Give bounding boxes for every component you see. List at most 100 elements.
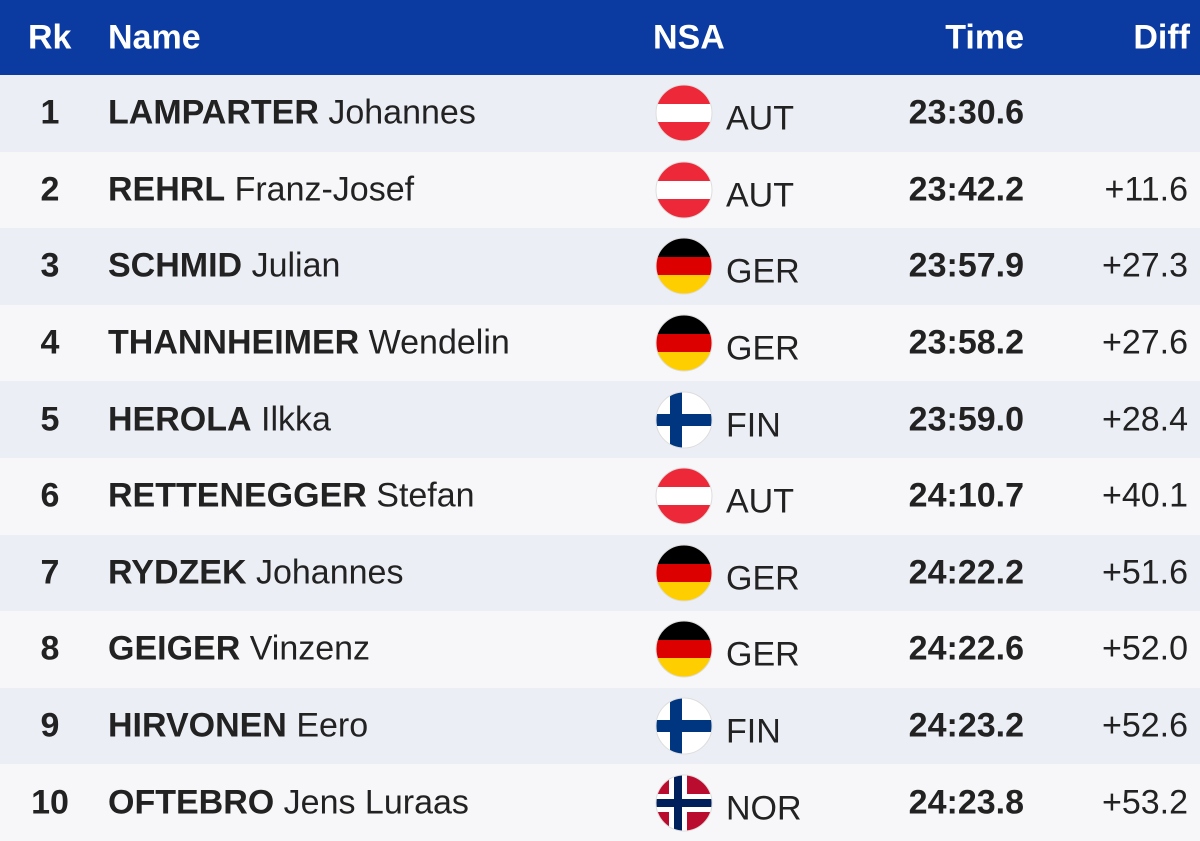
surname: HIRVONEN bbox=[108, 706, 287, 745]
result-row: 4 THANNHEIMER Wendelin GER 23:58.2 +27.6 bbox=[0, 304, 1200, 382]
flag-stripe bbox=[656, 104, 712, 123]
given-name: Wendelin bbox=[368, 323, 510, 362]
athlete-name: THANNHEIMER Wendelin bbox=[108, 324, 510, 363]
time: 24:22.6 bbox=[908, 629, 1024, 668]
header-rank: Rk bbox=[28, 18, 72, 56]
surname: RYDZEK bbox=[108, 553, 247, 592]
nsa-code: AUT bbox=[726, 176, 794, 215]
athlete-name: GEIGER Vinzenz bbox=[108, 630, 370, 669]
flag bbox=[655, 774, 713, 832]
athlete-name: OFTEBRO Jens Luraas bbox=[108, 783, 469, 822]
result-row: 3 SCHMID Julian GER 23:57.9 +27.3 bbox=[0, 228, 1200, 305]
nsa-code: GER bbox=[726, 559, 800, 598]
flag-border bbox=[655, 467, 713, 525]
result-row: 9 HIRVONEN Eero FIN 24:23.2 +52.6 bbox=[0, 687, 1200, 765]
flag bbox=[655, 697, 713, 755]
flag-stripe bbox=[656, 352, 712, 372]
diff: +28.4 bbox=[1101, 400, 1188, 439]
athlete-name: HEROLA Ilkka bbox=[108, 400, 331, 439]
flag-body bbox=[656, 774, 712, 831]
header-name: Name bbox=[108, 18, 201, 56]
flag bbox=[655, 544, 713, 602]
flag-stripe bbox=[656, 658, 712, 678]
time: 23:42.2 bbox=[908, 170, 1024, 209]
surname: LAMPARTER bbox=[108, 93, 319, 132]
time: 24:10.7 bbox=[908, 476, 1024, 515]
flag-body bbox=[656, 85, 712, 142]
flag-stripe bbox=[656, 161, 712, 181]
time: 23:30.6 bbox=[908, 93, 1024, 132]
flag-stripe bbox=[656, 238, 712, 258]
athlete-name: LAMPARTER Johannes bbox=[108, 94, 476, 133]
time: 24:22.2 bbox=[908, 553, 1024, 592]
flag-border bbox=[655, 697, 713, 755]
flag bbox=[655, 467, 713, 525]
given-name: Stefan bbox=[376, 476, 475, 515]
result-row: 8 GEIGER Vinzenz GER 24:22.6 +52.0 bbox=[0, 611, 1200, 688]
time: 23:58.2 bbox=[908, 323, 1024, 362]
given-name: Eero bbox=[296, 706, 369, 745]
flag-stripe bbox=[656, 413, 712, 426]
flag bbox=[655, 84, 713, 142]
time: 24:23.2 bbox=[908, 706, 1024, 745]
flag-stripe bbox=[656, 315, 712, 335]
flag-stripe bbox=[656, 581, 712, 601]
time: 23:57.9 bbox=[908, 246, 1024, 285]
diff: +51.6 bbox=[1101, 553, 1188, 592]
header-nsa: NSA bbox=[653, 18, 725, 56]
athlete-name: RYDZEK Johannes bbox=[108, 553, 403, 592]
flag-stripe bbox=[656, 544, 712, 564]
flag-stripe bbox=[656, 198, 712, 218]
flag-border bbox=[655, 161, 713, 219]
rank: 4 bbox=[40, 323, 60, 362]
given-name: Jens Luraas bbox=[283, 783, 469, 822]
flag-border bbox=[655, 774, 713, 832]
nsa-code: GER bbox=[726, 252, 800, 291]
rank: 8 bbox=[40, 629, 60, 668]
flag bbox=[655, 620, 713, 678]
diff: +52.6 bbox=[1101, 706, 1188, 745]
surname: THANNHEIMER bbox=[108, 323, 360, 362]
result-row: 7 RYDZEK Johannes GER 24:22.2 +51.6 bbox=[0, 534, 1200, 612]
result-row: 2 REHRL Franz-Josef AUT 23:42.2 +11.6 bbox=[0, 151, 1200, 229]
diff: +53.2 bbox=[1101, 783, 1188, 822]
flag bbox=[655, 391, 713, 449]
flag-body bbox=[656, 698, 712, 755]
time: 23:59.0 bbox=[908, 400, 1024, 439]
diff: +52.0 bbox=[1101, 629, 1188, 668]
rank: 1 bbox=[40, 93, 60, 132]
given-name: Ilkka bbox=[261, 400, 331, 439]
flag bbox=[655, 314, 713, 372]
header-time: Time bbox=[945, 18, 1024, 56]
surname: RETTENEGGER bbox=[108, 476, 367, 515]
flag-stripe bbox=[656, 180, 712, 199]
diff: +11.6 bbox=[1104, 170, 1188, 209]
flag-stripe bbox=[656, 468, 712, 488]
flag-stripe bbox=[656, 720, 712, 733]
rank: 9 bbox=[40, 706, 60, 745]
athlete-name: SCHMID Julian bbox=[108, 247, 340, 286]
flag-stripe bbox=[656, 334, 712, 353]
nsa-code: NOR bbox=[726, 789, 802, 828]
flag-body bbox=[656, 161, 712, 218]
flag-border bbox=[655, 84, 713, 142]
rank: 7 bbox=[40, 553, 60, 592]
flag-body bbox=[656, 468, 712, 525]
rank: 6 bbox=[40, 476, 60, 515]
flag-border bbox=[655, 237, 713, 295]
flag-stripe bbox=[656, 487, 712, 506]
time: 24:23.8 bbox=[908, 783, 1024, 822]
given-name: Julian bbox=[251, 246, 341, 285]
flag-body bbox=[656, 391, 712, 448]
flag-body bbox=[656, 315, 712, 372]
diff: +40.1 bbox=[1101, 476, 1188, 515]
nsa-code: FIN bbox=[726, 712, 781, 751]
flag-stripe bbox=[656, 505, 712, 525]
flag-stripe bbox=[670, 391, 682, 448]
flag-body bbox=[656, 621, 712, 678]
athlete-name: HIRVONEN Eero bbox=[108, 707, 368, 746]
flag-stripe bbox=[674, 774, 682, 831]
flag-border bbox=[655, 391, 713, 449]
rank: 2 bbox=[40, 170, 60, 209]
